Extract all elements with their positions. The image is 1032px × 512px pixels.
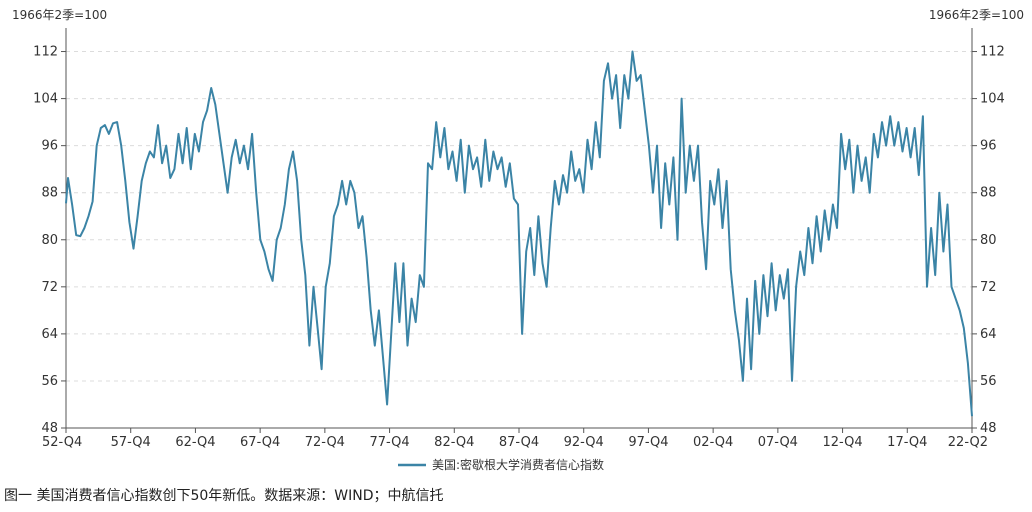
x-tick-label: 67-Q4 <box>240 435 280 450</box>
y-tick-label-left: 104 <box>33 92 58 107</box>
y-tick-label-right: 64 <box>980 327 997 342</box>
x-tick-label: 82-Q4 <box>434 435 474 450</box>
series-line <box>65 50 973 417</box>
x-tick-label: 87-Q4 <box>499 435 539 450</box>
y-tick-label-right: 88 <box>980 186 997 201</box>
x-tick-label: 52-Q4 <box>42 435 82 450</box>
y-tick-label-right: 96 <box>980 139 997 154</box>
y-axis-unit-right: 1966年2季=100 <box>928 8 1024 22</box>
x-tick-label: 12-Q4 <box>822 435 862 450</box>
y-tick-label-left: 96 <box>41 139 58 154</box>
x-tick-label: 72-Q4 <box>305 435 345 450</box>
y-tick-label-right: 104 <box>980 92 1005 107</box>
y-tick-label-left: 64 <box>41 327 58 342</box>
x-tick-label: 07-Q4 <box>758 435 798 450</box>
y-tick-label-right: 80 <box>980 233 997 248</box>
line-chart: 48 48 56 56 64 64 72 72 80 80 88 88 96 96 104 104 112 112… <box>33 28 1005 472</box>
y-tick-label-left: 72 <box>41 280 58 295</box>
y-tick-label-left: 48 <box>41 421 58 436</box>
y-tick-label-right: 48 <box>980 421 997 436</box>
x-tick-label: 57-Q4 <box>111 435 151 450</box>
y-tick-label-right: 72 <box>980 280 997 295</box>
y-tick-label-left: 112 <box>33 45 58 60</box>
y-tick-label-left: 56 <box>41 374 58 389</box>
x-tick-label: 22-Q2 <box>948 435 988 450</box>
y-tick-label-right: 56 <box>980 374 997 389</box>
figure-caption: 图一 美国消费者信心指数创下50年新低。数据来源：WIND；中航信托 <box>4 488 444 504</box>
y-tick-label-left: 88 <box>41 186 58 201</box>
y-axis-unit-left: 1966年2季=100 <box>12 8 108 22</box>
x-tick-label: 92-Q4 <box>564 435 604 450</box>
x-tick-label: 02-Q4 <box>693 435 733 450</box>
x-tick-label: 77-Q4 <box>369 435 409 450</box>
x-tick-label: 17-Q4 <box>887 435 927 450</box>
y-tick-label-left: 80 <box>41 233 58 248</box>
x-tick-label: 62-Q4 <box>175 435 215 450</box>
legend-label: 美国:密歇根大学消费者信心指数 <box>432 457 604 472</box>
x-tick-label: 97-Q4 <box>628 435 668 450</box>
y-tick-label-right: 112 <box>980 45 1005 60</box>
